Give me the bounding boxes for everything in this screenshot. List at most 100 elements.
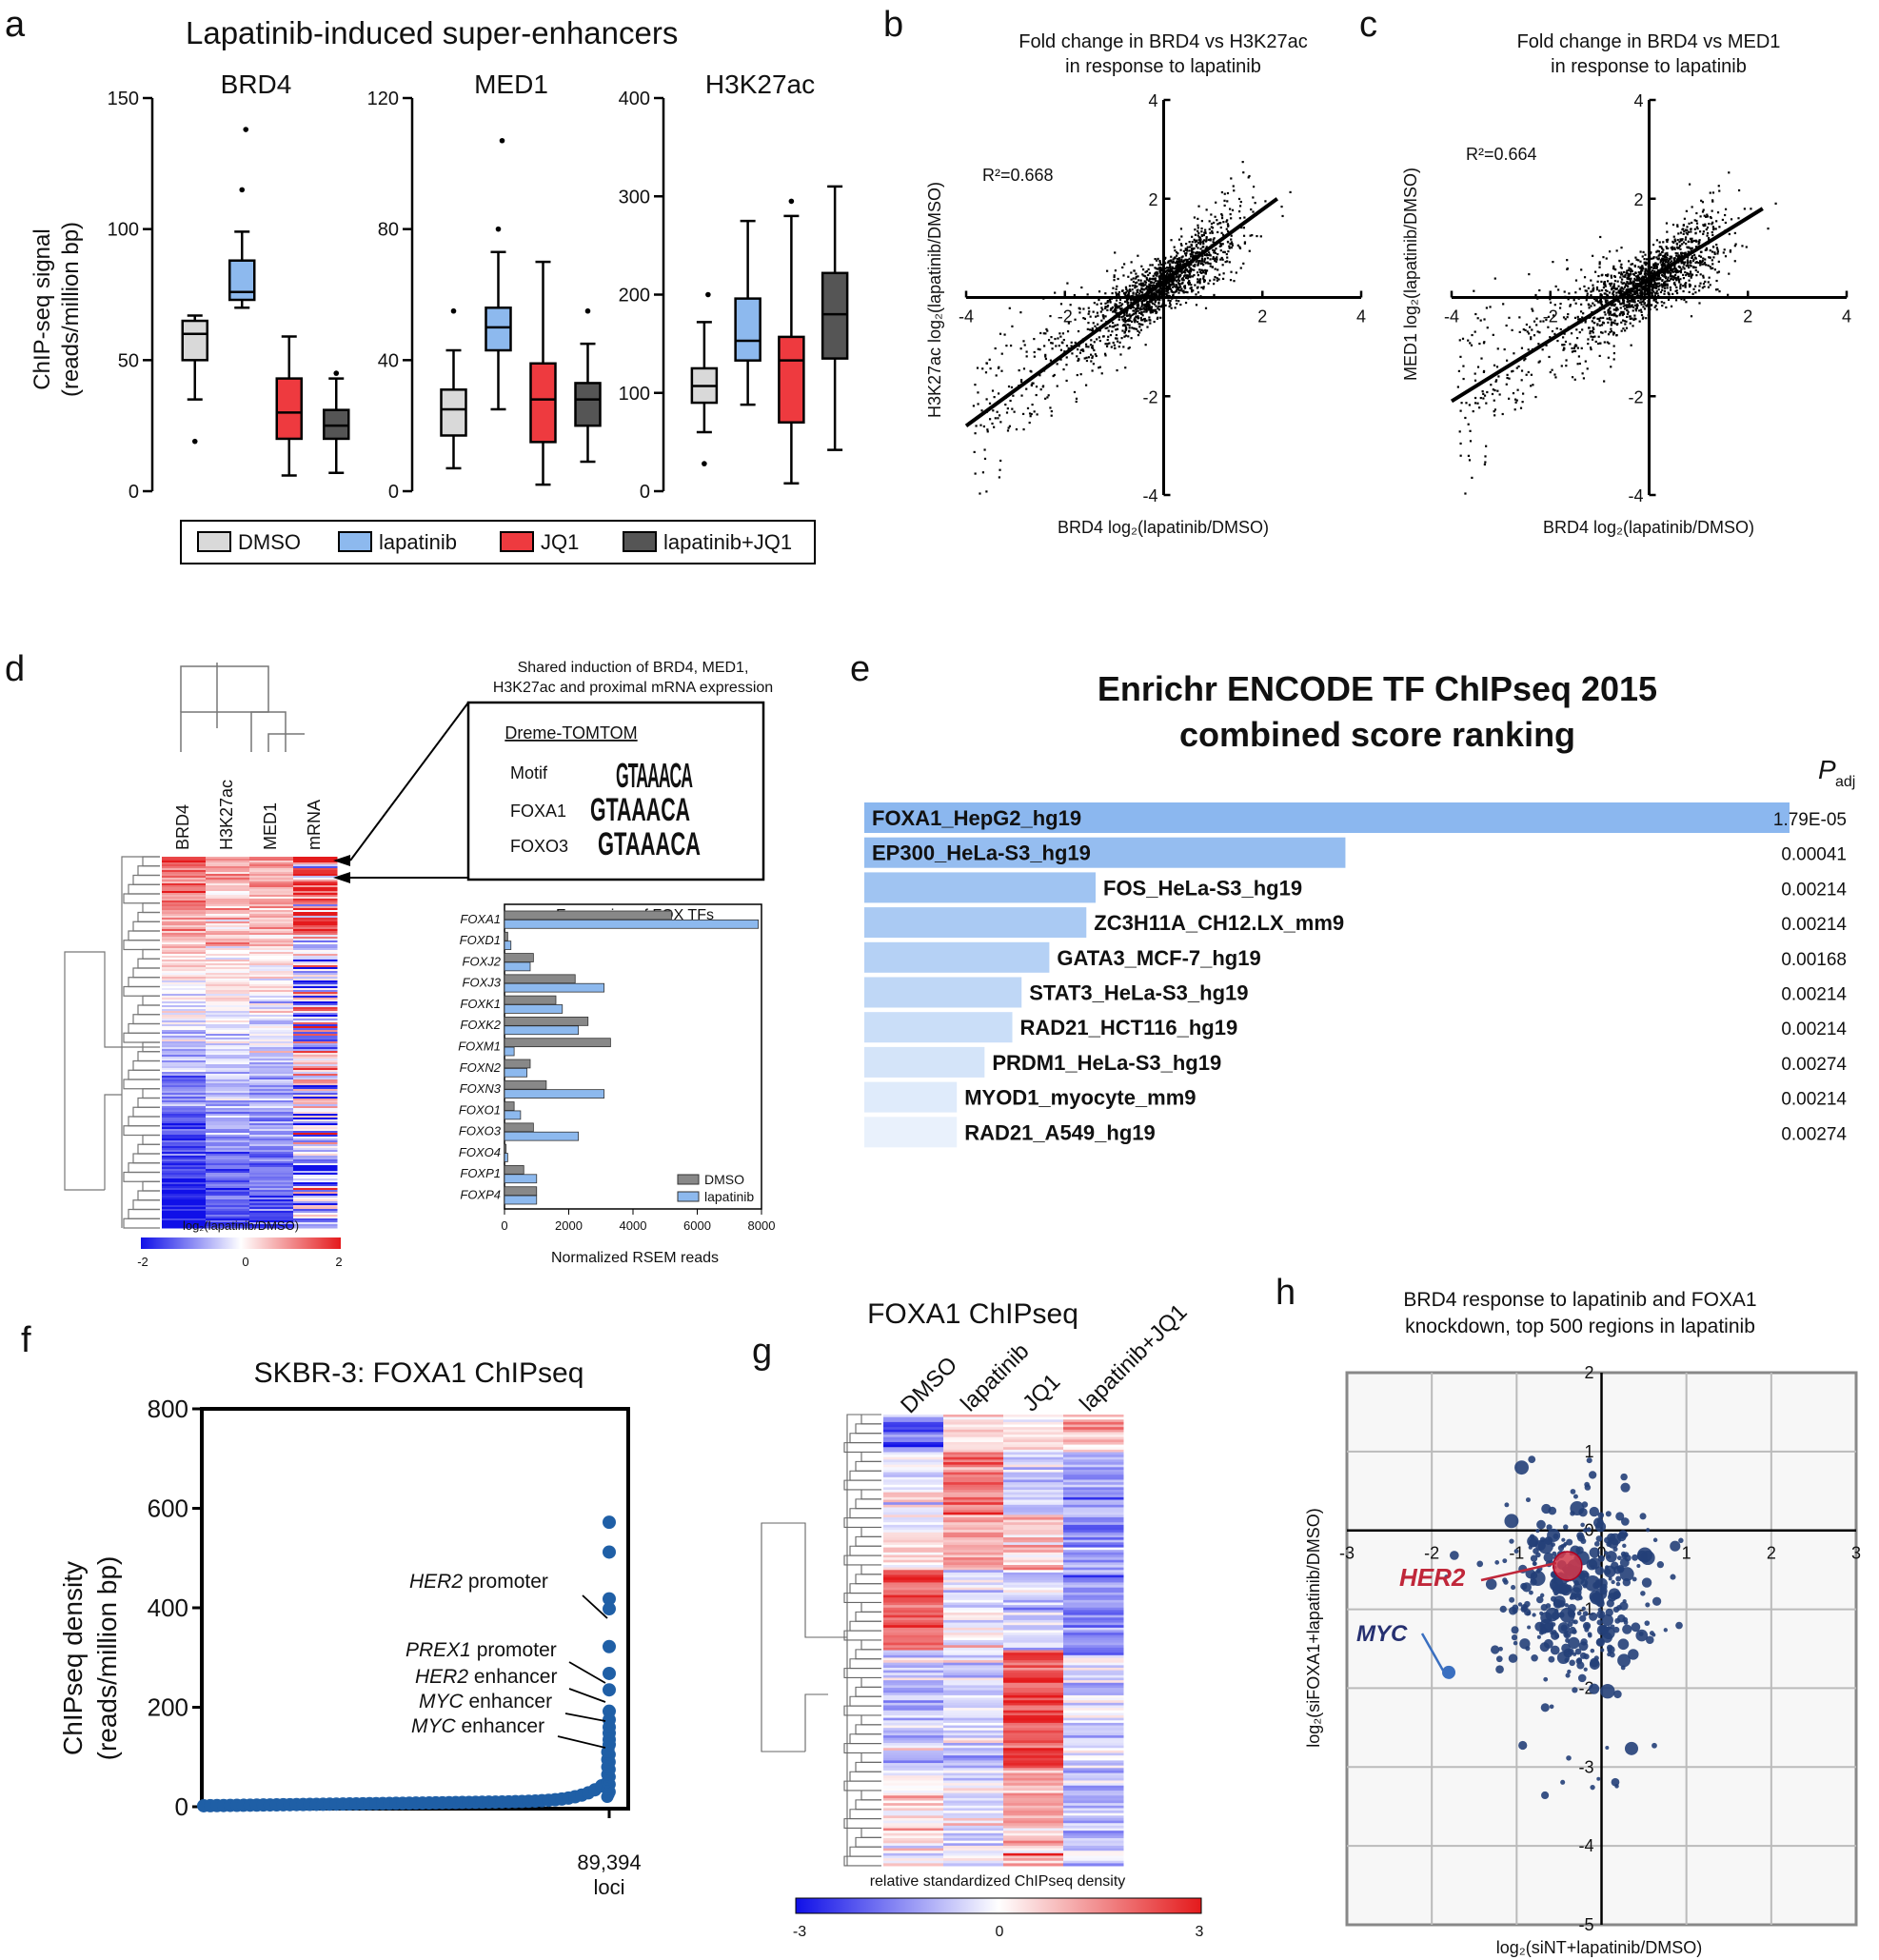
- scatter-point: [1639, 267, 1642, 269]
- heatmap-cell: [162, 967, 207, 970]
- scatter-point: [1730, 218, 1733, 221]
- scatter-point: [1483, 394, 1487, 397]
- heatmap-cell: [249, 1022, 294, 1025]
- heatmap-cell: [162, 1217, 207, 1219]
- scatter-point: [999, 332, 1002, 335]
- scatter-point: [1563, 332, 1566, 335]
- scatter-point: [1566, 259, 1569, 262]
- scatter-point: [1635, 307, 1638, 309]
- heatmap-cell: [162, 1017, 207, 1020]
- heatmap-cell: [293, 1186, 338, 1189]
- row-dendrogram-leaf: [137, 1004, 160, 1016]
- scatter-point: [1632, 290, 1635, 293]
- scatter-point: [1513, 408, 1516, 411]
- heatmap-cell: [162, 940, 207, 943]
- scatter-point: [1170, 278, 1173, 281]
- scatter-point: [1144, 281, 1148, 284]
- scatter-point: [1199, 241, 1202, 244]
- scatter-point: [1152, 302, 1155, 305]
- panel-f: f SKBR-3: FOXA1 ChIPseq ChIPseq density …: [21, 1320, 642, 1899]
- scatter-point: [1108, 298, 1112, 301]
- heatmap-cell: [162, 1070, 207, 1073]
- scatter-point: [1704, 280, 1707, 284]
- scatter-point: [1233, 189, 1236, 192]
- heatmap-cell: [249, 975, 294, 978]
- scatter-point: [1148, 316, 1151, 319]
- g-heatmap-cell: [1003, 1542, 1064, 1546]
- scatter-point: [1673, 266, 1676, 268]
- scatter-point: [1191, 235, 1194, 238]
- scatter-point: [1104, 292, 1107, 295]
- heatmap-cell: [162, 961, 207, 964]
- heatmap-cell: [162, 1184, 207, 1187]
- heatmap-cell: [162, 1194, 207, 1197]
- scatter-point: [1645, 305, 1648, 307]
- heatmap-cell: [249, 1060, 294, 1063]
- scatter-point: [1614, 268, 1617, 271]
- g-heatmap-cell: [1063, 1530, 1124, 1534]
- scatter-point: [1635, 294, 1638, 297]
- scatter-point: [1654, 305, 1657, 307]
- scatter-point: [1651, 269, 1654, 272]
- heatmap-cell: [206, 994, 250, 997]
- heatmap-cell: [206, 963, 250, 966]
- scatter-point: [1115, 299, 1118, 302]
- scatter-point: [1197, 234, 1199, 237]
- row-dendrogram-leaf: [123, 1218, 160, 1229]
- heatmap-cell: [206, 1072, 250, 1075]
- panel-f-annotation-4: MYC enhancer: [419, 1691, 552, 1713]
- scatter-point: [1165, 272, 1169, 275]
- scatter-point: [1640, 287, 1643, 289]
- heatmap-cell: [206, 1131, 250, 1134]
- heatmap-cell: [293, 1019, 338, 1021]
- scatter-point: [1659, 261, 1662, 264]
- scatter-point: [1639, 270, 1643, 273]
- scatter-point: [1151, 285, 1154, 287]
- scatter-point: [1663, 256, 1666, 259]
- fox-xtick-label: 4000: [620, 1218, 647, 1233]
- scatter-point: [1578, 331, 1581, 334]
- scatter-point: [1737, 217, 1740, 220]
- scatter-point: [1665, 261, 1668, 264]
- scatter-point: [1661, 266, 1664, 268]
- scatter-point: [1476, 317, 1479, 320]
- scatter-point: [1140, 300, 1143, 303]
- scatter-point: [1197, 278, 1199, 281]
- scatter-point: [1545, 344, 1548, 346]
- scatter-point: [1077, 329, 1080, 333]
- scatter-point: [1194, 241, 1197, 244]
- scatter-point: [1493, 399, 1495, 402]
- heatmap-cell: [206, 862, 250, 865]
- heatmap-cell: [293, 912, 338, 915]
- scatter-point: [1643, 262, 1646, 265]
- heatmap-cell: [206, 857, 250, 860]
- scatter-point: [1143, 317, 1146, 321]
- heatmap-cell: [249, 1036, 294, 1039]
- heatmap-cell: [206, 1201, 250, 1204]
- heatmap-cell: [206, 1070, 250, 1073]
- heatmap-cell: [206, 1182, 250, 1185]
- scatter-point: [1148, 271, 1151, 275]
- legend-label-jq1: JQ1: [541, 530, 579, 554]
- g-dendrogram-leaf: [849, 1545, 881, 1556]
- scatter-point: [1498, 393, 1501, 396]
- scatter-point: [1044, 397, 1047, 400]
- heatmap-cell: [249, 1165, 294, 1168]
- g-heatmap-cell: [1063, 1487, 1124, 1491]
- heatmap-cell: [293, 1089, 338, 1092]
- scatter-point: [1657, 274, 1661, 278]
- scatter-point: [1223, 204, 1226, 208]
- scatter-point: [1124, 324, 1127, 327]
- scatter-point: [1121, 266, 1124, 269]
- scatter-point: [1548, 355, 1551, 359]
- scatter-point: [1180, 287, 1183, 290]
- scatter-point: [1750, 208, 1752, 210]
- scatter-point: [1171, 266, 1174, 268]
- scatter-point: [1635, 305, 1638, 307]
- scatter-point: [1188, 272, 1192, 275]
- heatmap-cell: [249, 891, 294, 894]
- scatter-point: [1652, 287, 1654, 289]
- scatter-point: [1656, 278, 1660, 281]
- scatter-point: [1189, 275, 1192, 278]
- scatter-point: [1159, 268, 1162, 271]
